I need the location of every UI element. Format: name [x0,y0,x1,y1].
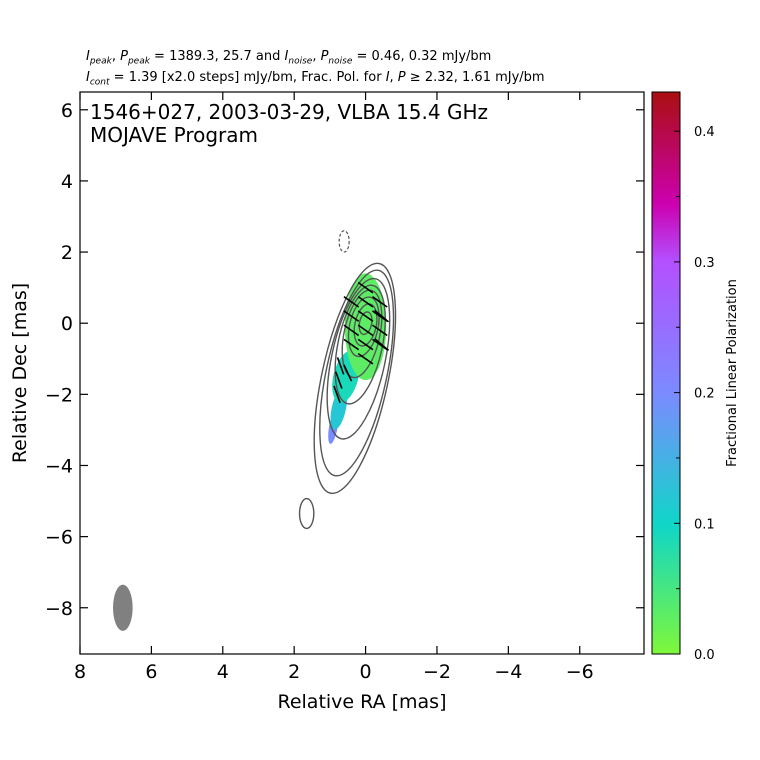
y-tick-label: −6 [45,527,73,549]
x-tick-label: −2 [423,661,451,683]
evpa-tick [357,281,374,294]
chart-subtitle: MOJAVE Program [90,123,258,147]
colorbar-label: Fractional Linear Polarization [725,279,740,467]
y-tick-label: −4 [45,455,73,477]
y-tick-label: 4 [61,171,73,193]
evpa-tick [374,338,390,351]
header-line-1: Ipeak, Ppeak = 1389.3, 25.7 and Inoise, … [86,49,492,67]
y-tick-label: 2 [61,242,73,264]
evpa-tick [333,385,341,404]
colorbar-tick-label: 0.0 [694,648,715,663]
evpa-tick [374,309,390,323]
peak-values: 1389.3, 25.7 [169,49,252,64]
colorbar-tick-label: 0.4 [694,125,715,140]
negative-contour [338,230,350,253]
chart-title: 1546+027, 2003-03-29, VLBA 15.4 GHz [90,100,488,124]
evpa-tick [357,324,374,337]
header-line-2: Icont = 1.39 [x2.0 steps] mJy/bm, Frac. … [86,70,545,88]
y-tick-label: −2 [45,384,73,406]
colorbar [651,91,681,655]
evpa-tick [343,364,353,382]
intensity-contour [313,262,397,495]
plot-frame [79,91,645,655]
evpa-tick [357,352,374,365]
evpa-tick [372,324,388,337]
colorbar-tick-label: 0.3 [694,256,715,271]
isolated-component-contour [298,497,315,530]
x-tick-label: 8 [74,661,86,683]
plot-area [113,230,397,631]
x-tick-label: 4 [217,661,229,683]
beam-ellipse [113,584,133,631]
noise-values: 0.46, 0.32 mJy/bm [371,49,492,64]
colorbar-tick-label: 0.1 [694,517,715,532]
evpa-tick [334,371,343,389]
y-tick-label: −8 [45,598,73,620]
y-tick-label: 0 [61,313,73,335]
x-tick-label: −4 [494,661,522,683]
x-tick-label: 2 [288,661,300,683]
evpa-tick [372,296,388,308]
evpa-tick [357,310,374,322]
evpa-tick [357,338,374,351]
y-axis-label: Relative Dec [mas] [9,283,31,463]
x-tick-label: −6 [566,661,594,683]
evpa-tick [357,296,374,308]
evpa-tick [343,338,360,351]
intensity-contour [319,269,395,477]
contour-values: 1.39 [x2.0 steps] mJy/bm, Frac. Pol. for [128,70,382,85]
evpa-tick [343,296,360,308]
axes: 8 6 4 2 0 −2 −4 −6 6 4 2 0 −2 −4 −6 −8 [45,92,644,683]
evpa-tick [343,310,360,322]
x-axis-label: Relative RA [mas] [277,691,446,713]
y-tick-label: 6 [61,100,73,122]
intensity-contour [341,289,383,379]
x-tick-label: 0 [360,661,372,683]
threshold-values: 2.32, 1.61 mJy/bm [424,70,545,85]
colorbar-tick-label: 0.2 [694,387,715,402]
intensity-contour [358,311,373,336]
colorbar-ticks: 0.0 0.1 0.2 0.3 0.4 [674,125,715,663]
x-tick-label: 6 [145,661,157,683]
intensity-contour [326,277,391,440]
evpa-tick [336,357,345,375]
intensity-contour [334,284,386,405]
evpa-tick [343,324,360,337]
